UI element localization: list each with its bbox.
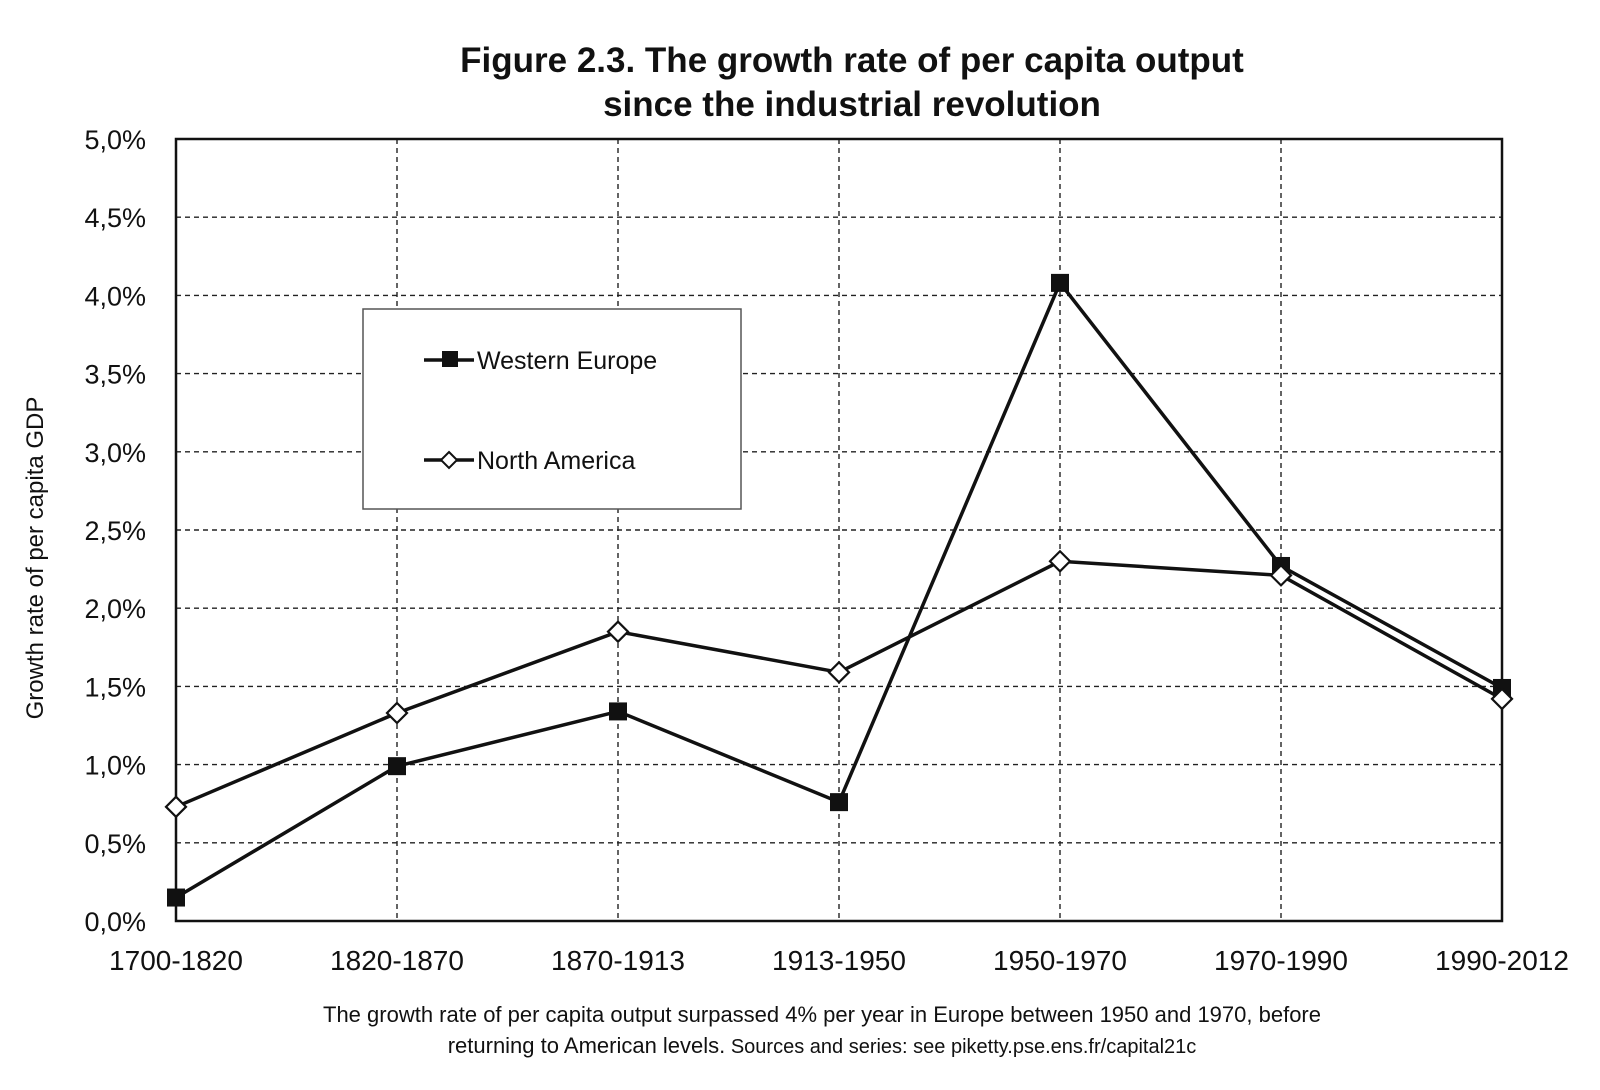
- y-tick-label: 1,0%: [84, 751, 146, 781]
- y-tick-label: 2,0%: [84, 594, 146, 624]
- data-point-north-america: [606, 620, 630, 644]
- data-point-western-europe: [388, 757, 406, 776]
- caption-source: Sources and series: see piketty.pse.ens.…: [725, 1036, 1196, 1058]
- series-markers-north-america: [164, 549, 1514, 819]
- data-point-north-america: [827, 660, 851, 684]
- series-layer: [164, 273, 1514, 907]
- x-axis-ticks: 1700-1820 1820-1870 1870-1913 1913-1950 1950…: [109, 945, 1569, 976]
- data-point-western-europe: [830, 793, 848, 812]
- y-axis-label: Growth rate of per capita GDP: [22, 397, 49, 720]
- plot-area-frame: [174, 137, 1504, 923]
- data-point-western-europe: [1051, 273, 1069, 292]
- x-tick-label: 1820-1870: [330, 945, 464, 976]
- data-point-north-america: [164, 795, 188, 819]
- y-tick-label: 1,5%: [84, 672, 146, 702]
- data-point-western-europe: [167, 888, 185, 907]
- x-tick-label: 1990-2012: [1435, 945, 1569, 976]
- chart-title-line-2: since the industrial revolution: [603, 85, 1101, 124]
- caption-line-2: returning to American levels. Sources an…: [448, 1033, 1197, 1058]
- y-tick-label: 0,5%: [84, 829, 146, 859]
- y-axis-ticks: 0,0% 0,5% 1,0% 1,5% 2,0% 2,5% 3,0% 3,5% 4,0% 4,5%…: [84, 125, 146, 937]
- y-tick-label: 4,5%: [84, 203, 146, 233]
- x-tick-label: 1870-1913: [551, 945, 685, 976]
- data-point-north-america: [385, 701, 409, 725]
- x-tick-label: 1950-1970: [993, 945, 1127, 976]
- legend-marker-north-america: [439, 450, 459, 470]
- y-tick-label: 5,0%: [84, 125, 146, 155]
- legend-label-north-america: North America: [477, 447, 635, 475]
- y-tick-label: 3,0%: [84, 438, 146, 468]
- y-tick-label: 2,5%: [84, 516, 146, 546]
- y-tick-label: 3,5%: [84, 360, 146, 390]
- legend-box: [362, 308, 742, 510]
- caption-line-1: The growth rate of per capita output sur…: [323, 1002, 1321, 1027]
- chart-title-line-1: Figure 2.3. The growth rate of per capit…: [460, 41, 1244, 80]
- x-tick-label: 1970-1990: [1214, 945, 1348, 976]
- legend: Western Europe North America: [362, 308, 742, 510]
- data-point-north-america: [1048, 549, 1072, 573]
- x-tick-label: 1913-1950: [772, 945, 906, 976]
- data-point-north-america: [1490, 687, 1514, 711]
- y-tick-label: 0,0%: [84, 907, 146, 937]
- legend-marker-western-europe: [442, 351, 458, 367]
- data-point-western-europe: [609, 702, 627, 721]
- x-tick-label: 1700-1820: [109, 945, 243, 976]
- data-point-north-america: [1269, 563, 1293, 587]
- legend-label-western-europe: Western Europe: [477, 347, 657, 375]
- caption-summary: returning to American levels.: [448, 1033, 726, 1058]
- y-tick-label: 4,0%: [84, 281, 146, 311]
